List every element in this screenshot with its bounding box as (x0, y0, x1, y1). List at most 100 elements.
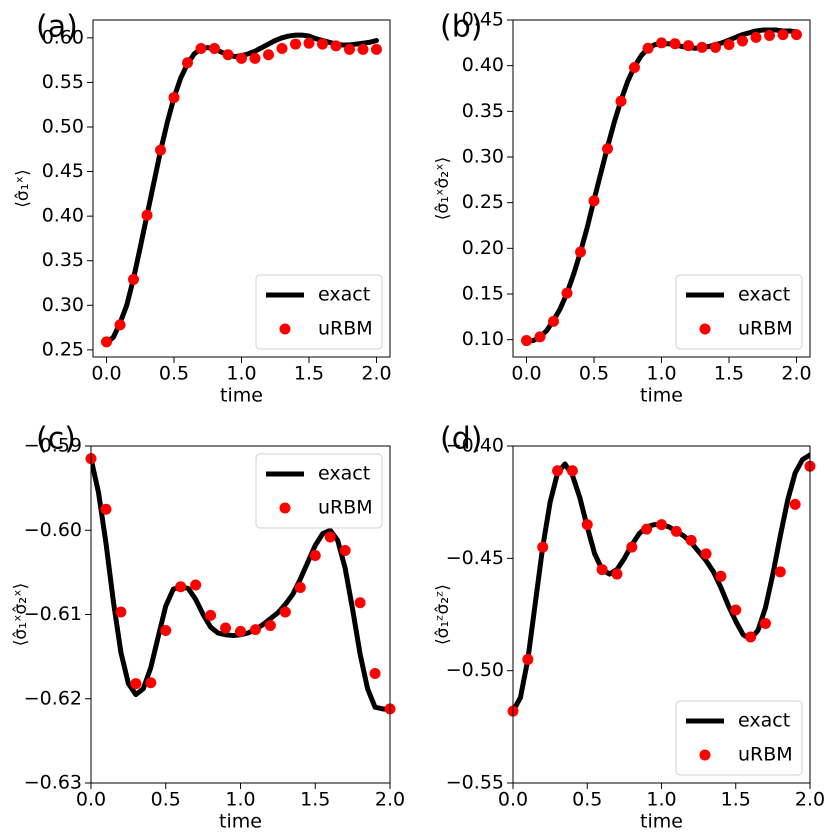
urbm-point (602, 143, 613, 155)
x-tick-label: 0.0 (76, 789, 106, 811)
legend-urbm-swatch (279, 502, 291, 514)
urbm-point (371, 43, 382, 55)
urbm-point (723, 39, 735, 51)
legend: exact uRBM (675, 700, 803, 776)
x-tick-label: 1.0 (225, 789, 255, 811)
urbm-point (522, 653, 534, 665)
urbm-point (777, 29, 789, 41)
legend-label: uRBM (738, 318, 793, 340)
urbm-point (303, 37, 315, 49)
urbm-point (209, 43, 220, 55)
axes-frame (512, 445, 811, 784)
urbm-point (537, 541, 549, 553)
y-tick-label: −0.50 (446, 659, 504, 681)
y-tick-label: 0.60 (42, 26, 84, 48)
y-tick-label: 0.30 (462, 145, 504, 167)
y-tick-label: 0.50 (42, 115, 84, 137)
y-axis-label: ⟨σ̂₁ˣσ̂₂ˣ⟩ (433, 157, 453, 221)
x-tick-label: 1.0 (646, 363, 676, 385)
urbm-point (145, 677, 157, 689)
urbm-point (642, 42, 654, 54)
urbm-point (114, 319, 126, 331)
y-tick-label: −0.62 (24, 687, 82, 709)
urbm-point (101, 336, 112, 348)
urbm-point (700, 548, 712, 560)
x-tick-label: 1.0 (226, 363, 256, 385)
urbm-point (710, 41, 721, 53)
urbm-point (626, 541, 638, 553)
x-axis-label: time (640, 811, 683, 832)
axes-frame (92, 19, 391, 358)
legend-label: exact (318, 284, 370, 306)
urbm-point (357, 43, 369, 55)
urbm-point (629, 61, 640, 73)
urbm-point (190, 579, 202, 591)
urbm-point (235, 625, 246, 637)
legend-urbm-swatch (699, 749, 711, 761)
urbm-point (669, 38, 681, 50)
panel-label: (a) (36, 10, 78, 45)
urbm-point (263, 49, 274, 61)
y-tick-label: 0.45 (42, 160, 84, 182)
urbm-markers (507, 460, 816, 717)
panel-label: (d) (440, 422, 482, 457)
panel-b: (b) 0.0 0.5 1.0 1.5 2.0 0.10 0.15 0.20 0.25 0.30 0.… (433, 9, 812, 407)
urbm-point (220, 622, 232, 634)
y-tick-label: 0.40 (462, 54, 504, 76)
urbm-point (656, 37, 667, 49)
legend-urbm-swatch (279, 323, 291, 335)
urbm-point (611, 568, 623, 580)
y-tick-label: −0.60 (24, 519, 82, 541)
y-tick-label: 0.55 (42, 71, 84, 93)
x-tick-label: 0.5 (151, 789, 181, 811)
x-tick-label: 0.0 (91, 363, 121, 385)
x-tick-label: 0.5 (572, 789, 602, 811)
axes-frame (90, 445, 391, 784)
urbm-point (534, 331, 546, 343)
y-tick-label: 0.25 (462, 191, 504, 213)
urbm-point (330, 40, 342, 52)
urbm-point (309, 550, 321, 562)
y-axis-label: ⟨σ̂₁ˣσ̂₂ˣ⟩ (11, 583, 31, 647)
y-axis-label: ⟨σ̂₁ᶻσ̂₂ᶻ⟩ (433, 584, 453, 645)
urbm-point (205, 609, 217, 621)
legend-label: uRBM (318, 318, 373, 340)
panel-c: (c) 0.0 0.5 1.0 1.5 2.0 −0.63 −0.62 −0.61 −0.60 −0… (11, 422, 405, 832)
urbm-point (324, 531, 336, 543)
urbm-point (236, 52, 247, 64)
legend: exact uRBM (255, 274, 383, 350)
y-tick-label: 0.25 (42, 338, 84, 360)
urbm-point (249, 52, 261, 64)
urbm-point (279, 606, 291, 618)
x-tick-label: 2.0 (375, 789, 405, 811)
urbm-point (615, 95, 627, 107)
y-tick-label: 0.15 (462, 282, 504, 304)
urbm-point (175, 581, 187, 593)
urbm-point (596, 564, 608, 576)
y-tick-label: 0.20 (462, 237, 504, 259)
urbm-point (791, 29, 802, 41)
urbm-point (561, 287, 573, 299)
x-axis-label: time (219, 811, 262, 832)
urbm-point (548, 315, 559, 327)
urbm-point (566, 465, 578, 477)
x-tick-label: 0.5 (579, 363, 609, 385)
urbm-point (294, 582, 306, 594)
y-tick-label: 0.30 (42, 294, 84, 316)
urbm-point (115, 606, 127, 618)
urbm-point (588, 195, 600, 207)
urbm-point (730, 604, 742, 616)
x-tick-label: 1.5 (300, 789, 330, 811)
urbm-point (656, 519, 667, 531)
urbm-point (670, 525, 682, 537)
urbm-point (182, 57, 193, 69)
legend-label: exact (318, 463, 370, 485)
legend: exact uRBM (675, 274, 803, 350)
legend-label: exact (738, 710, 790, 732)
urbm-point (264, 619, 276, 631)
y-tick-label: −0.40 (446, 435, 504, 457)
legend-label: uRBM (318, 497, 373, 519)
urbm-point (141, 209, 153, 221)
urbm-point (222, 49, 234, 61)
